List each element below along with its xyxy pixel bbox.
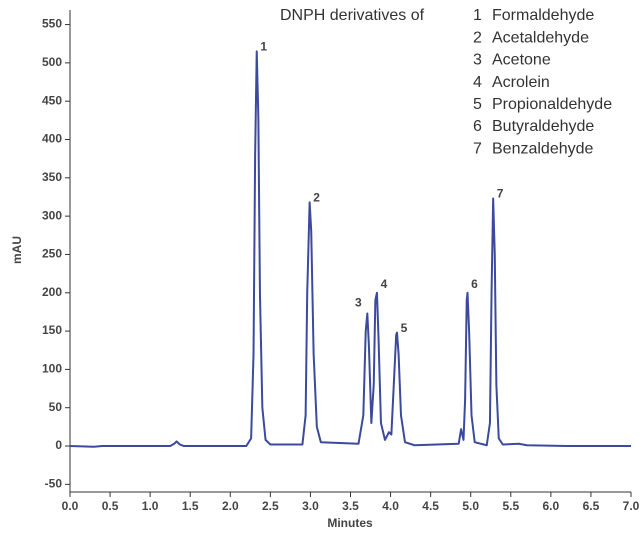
legend-title: DNPH derivatives of [280,7,425,24]
x-tick-label: 0.0 [62,499,79,513]
x-tick-label: 2.5 [262,499,279,513]
peak-label: 6 [471,277,478,291]
x-tick-label: 7.0 [623,499,640,513]
y-tick-label: 450 [42,93,62,107]
peak-label: 3 [355,296,362,310]
y-tick-label: -50 [45,477,63,491]
legend-number: 7 [473,140,482,157]
x-axis-label: Minutes [327,516,373,530]
peak-label: 5 [401,321,408,335]
y-tick-label: 550 [42,17,62,31]
y-tick-label: 300 [42,208,62,222]
legend-number: 1 [473,7,482,24]
x-tick-label: 0.5 [102,499,119,513]
peak-label: 1 [260,40,267,54]
y-axis-label: mAU [10,236,24,264]
x-tick-label: 5.5 [502,499,519,513]
legend-name: Butyraldehyde [492,118,594,135]
legend-name: Acrolein [492,74,550,91]
x-tick-label: 3.5 [342,499,359,513]
x-tick-label: 3.0 [302,499,319,513]
y-tick-label: 350 [42,170,62,184]
legend-name: Benzaldehyde [492,140,594,157]
y-tick-label: 500 [42,55,62,69]
y-tick-label: 200 [42,285,62,299]
legend-name: Formaldehyde [492,7,594,24]
y-tick-label: 150 [42,323,62,337]
x-tick-label: 1.5 [182,499,199,513]
legend-number: 4 [473,74,482,91]
legend-number: 2 [473,29,482,46]
legend-name: Acetaldehyde [492,29,589,46]
x-tick-label: 4.5 [422,499,439,513]
legend-name: Propionaldehyde [492,96,612,113]
x-tick-label: 4.0 [382,499,399,513]
legend-name: Acetone [492,52,551,69]
peak-label: 4 [381,277,388,291]
legend-number: 3 [473,52,482,69]
y-tick-label: 100 [42,362,62,376]
y-tick-label: 400 [42,132,62,146]
x-tick-label: 2.0 [222,499,239,513]
peak-label: 2 [313,191,320,205]
x-tick-label: 1.0 [142,499,159,513]
chromatogram-line [69,50,631,448]
x-tick-label: 5.0 [462,499,479,513]
y-tick-label: 250 [42,247,62,261]
legend-number: 5 [473,96,482,113]
legend-number: 6 [473,118,482,135]
x-tick-label: 6.0 [543,499,560,513]
x-tick-label: 6.5 [583,499,600,513]
peak-label: 7 [497,187,504,201]
y-tick-label: 50 [49,400,63,414]
y-tick-label: 0 [55,438,62,452]
